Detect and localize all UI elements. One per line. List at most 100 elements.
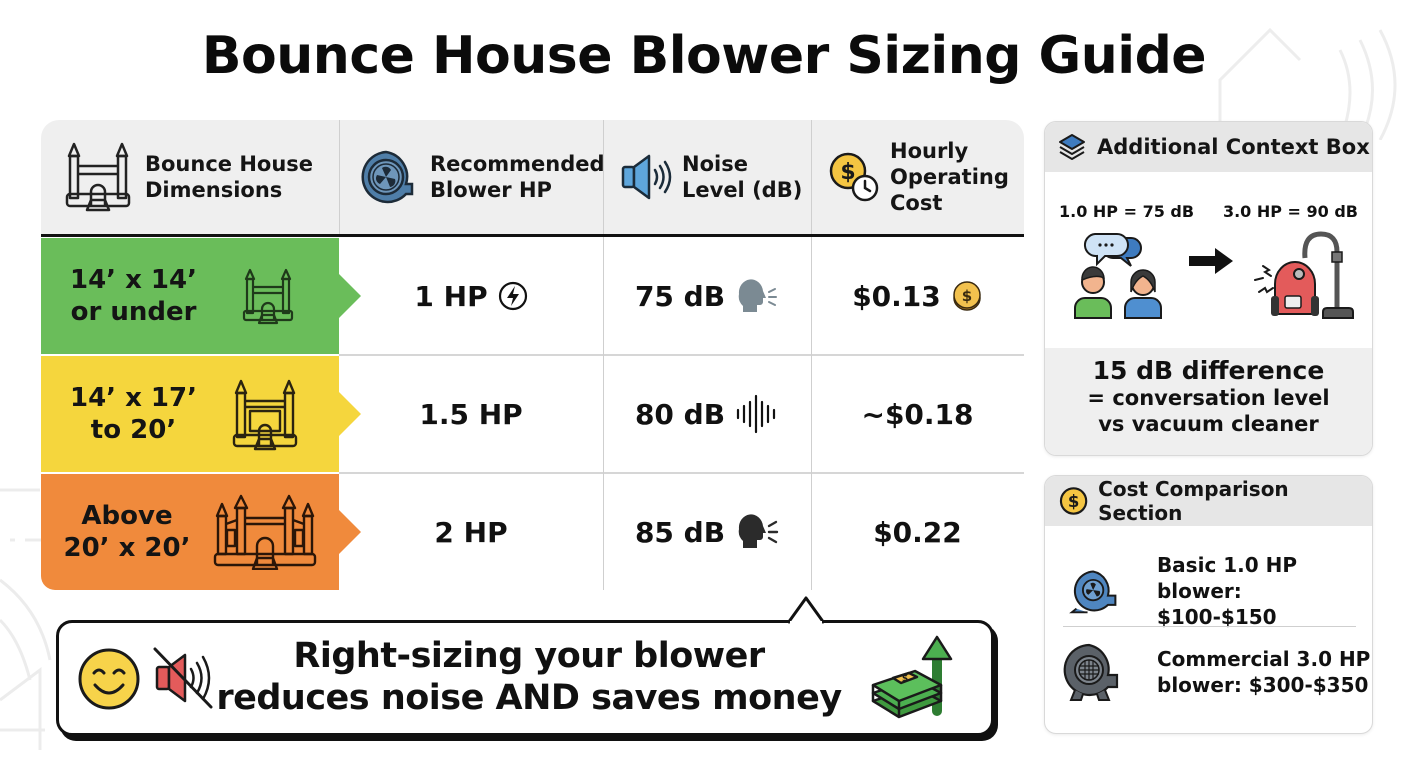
header-label: Recommended (430, 151, 605, 176)
hp-db-comparison: 1.0 HP = 75 dB 3.0 HP = 90 dB (1045, 202, 1372, 221)
dimension-cell: 14’ x 17’ to 20’ (41, 356, 361, 472)
cost-comparison-box: $ Cost Comparison Section Basic 1.0 HP b… (1044, 475, 1373, 734)
callout-line: reduces noise AND saves money (216, 678, 842, 718)
smiley-icon (78, 648, 140, 710)
cost-cell: $0.22 (811, 474, 1024, 590)
cost-cell: $0.13 $ (811, 238, 1024, 354)
header-label: Blower HP (430, 178, 552, 202)
money-stack-arrow-icon: $ (871, 635, 953, 719)
context-box: Additional Context Box 1.0 HP = 75 dB 3.… (1044, 121, 1373, 456)
row-divider (339, 354, 1024, 356)
blower-fan-icon (361, 150, 414, 204)
table-row: Above 20’ x 20’ 2 HP 85 dB (41, 474, 1024, 592)
low-hp-label: 1.0 HP = 75 dB (1059, 202, 1195, 221)
lightning-icon (498, 281, 527, 311)
hp-cell: 2 HP (339, 474, 603, 590)
noise-cell: 80 dB (603, 356, 811, 472)
dimension-cell: 14’ x 14’ or under (41, 238, 361, 354)
noise-value: 75 dB (634, 279, 726, 313)
dimension-text: 14’ x 14’ (70, 264, 197, 295)
cost-item-price: blower: $300-$350 (1157, 673, 1369, 697)
bounce-house-large-icon (213, 494, 317, 570)
speaker-icon (621, 154, 672, 200)
speaking-head-gray-icon (738, 279, 778, 312)
dimension-cell: Above 20’ x 20’ (41, 474, 361, 590)
noise-value: 80 dB (634, 397, 726, 431)
dimension-text: 14’ x 17’ (70, 382, 197, 413)
context-box-title: Additional Context Box (1097, 135, 1370, 159)
sound-wave-icon (736, 394, 776, 434)
cost-item-commercial: Commercial 3.0 HP blower: $300-$350 (1045, 642, 1372, 702)
speaking-head-dark-icon (738, 514, 779, 548)
cost-item-basic: Basic 1.0 HP blower: $100-$150 (1045, 552, 1372, 630)
layers-icon (1059, 134, 1085, 160)
cost-box-title: Cost Comparison Section (1098, 477, 1289, 525)
svg-text:$: $ (962, 287, 972, 305)
dollar-coin-icon: $ (1059, 487, 1088, 515)
noise-value: 85 dB (634, 515, 726, 549)
hp-value: 2 HP (434, 515, 508, 549)
noise-cell: 75 dB (603, 238, 811, 354)
column-divider (811, 237, 812, 590)
bounce-house-medium-icon (232, 379, 298, 451)
cost-item-price: $100-$150 (1156, 605, 1277, 629)
page-title: Bounce House Blower Sizing Guide (201, 26, 1207, 86)
summary-callout: Right-sizing your blower reduces noise A… (56, 620, 994, 736)
vacuum-cleaner-icon (1254, 231, 1354, 319)
context-box-header: Additional Context Box (1045, 122, 1372, 172)
sizing-table: Bounce House Dimensions Recommended Blow… (41, 120, 1024, 590)
context-box-footer: 15 dB difference = conversation level vs… (1045, 348, 1372, 455)
header-label: Hourly (890, 138, 969, 163)
hp-value: 1 HP (414, 279, 488, 313)
header-cost: $ Hourly Operating Cost (811, 120, 1024, 234)
comparison-text: vs vacuum cleaner (1098, 412, 1319, 437)
hp-cell: 1 HP (339, 238, 603, 354)
header-blower-hp: Recommended Blower HP (339, 120, 605, 234)
dimension-text: Above (81, 500, 173, 531)
muted-speaker-icon (153, 647, 213, 709)
commercial-blower-icon (1063, 643, 1119, 701)
column-divider (603, 237, 604, 590)
high-hp-label: 3.0 HP = 90 dB (1222, 202, 1358, 221)
dimension-text: to 20’ (90, 415, 177, 445)
header-label: Noise (682, 151, 748, 176)
cost-value: $0.13 (852, 279, 941, 313)
coin-icon: $ (953, 281, 981, 311)
svg-text:$: $ (840, 160, 855, 185)
table-row: 14’ x 17’ to 20’ 1.5 HP 80 dB (41, 356, 1024, 474)
cost-cell: ~$0.18 (811, 356, 1024, 472)
header-label: Bounce House (145, 151, 314, 176)
callout-line: Right-sizing your blower (293, 636, 765, 676)
cost-value: $0.22 (873, 515, 962, 549)
cost-item-text: Basic 1.0 HP blower: (1156, 553, 1298, 603)
header-label: Operating (890, 164, 1009, 189)
header-dimensions: Bounce House Dimensions (41, 120, 339, 234)
basic-blower-icon (1069, 570, 1117, 614)
hp-value: 1.5 HP (419, 397, 523, 431)
header-label: Dimensions (145, 178, 283, 202)
callout-pointer (786, 596, 826, 624)
bounce-house-small-icon (242, 268, 294, 325)
cost-item-text: Commercial 3.0 HP (1157, 647, 1371, 671)
dimension-text: 20’ x 20’ (63, 533, 191, 563)
cost-value: ~$0.18 (861, 397, 974, 431)
hp-cell: 1.5 HP (339, 356, 603, 472)
cost-box-header: $ Cost Comparison Section (1045, 476, 1372, 526)
noise-cell: 85 dB (603, 474, 811, 590)
svg-text:$: $ (1068, 492, 1080, 511)
row-divider (339, 472, 1024, 474)
svg-text:$: $ (902, 674, 908, 684)
conversation-people-icon (1074, 233, 1162, 319)
header-noise: Noise Level (dB) (603, 120, 811, 234)
table-header: Bounce House Dimensions Recommended Blow… (41, 120, 1024, 237)
db-difference-text: 15 dB difference (1092, 356, 1325, 385)
row-pointer (339, 510, 361, 554)
bounce-house-icon (65, 142, 131, 212)
row-pointer (339, 392, 361, 436)
right-arrow-icon (1189, 248, 1233, 274)
row-pointer (339, 274, 361, 318)
comparison-text: = conversation level (1087, 386, 1330, 410)
header-label: Level (dB) (682, 178, 803, 202)
table-row: 14’ x 14’ or under 1 HP 75 (41, 238, 1024, 356)
cost-divider (1063, 626, 1356, 627)
